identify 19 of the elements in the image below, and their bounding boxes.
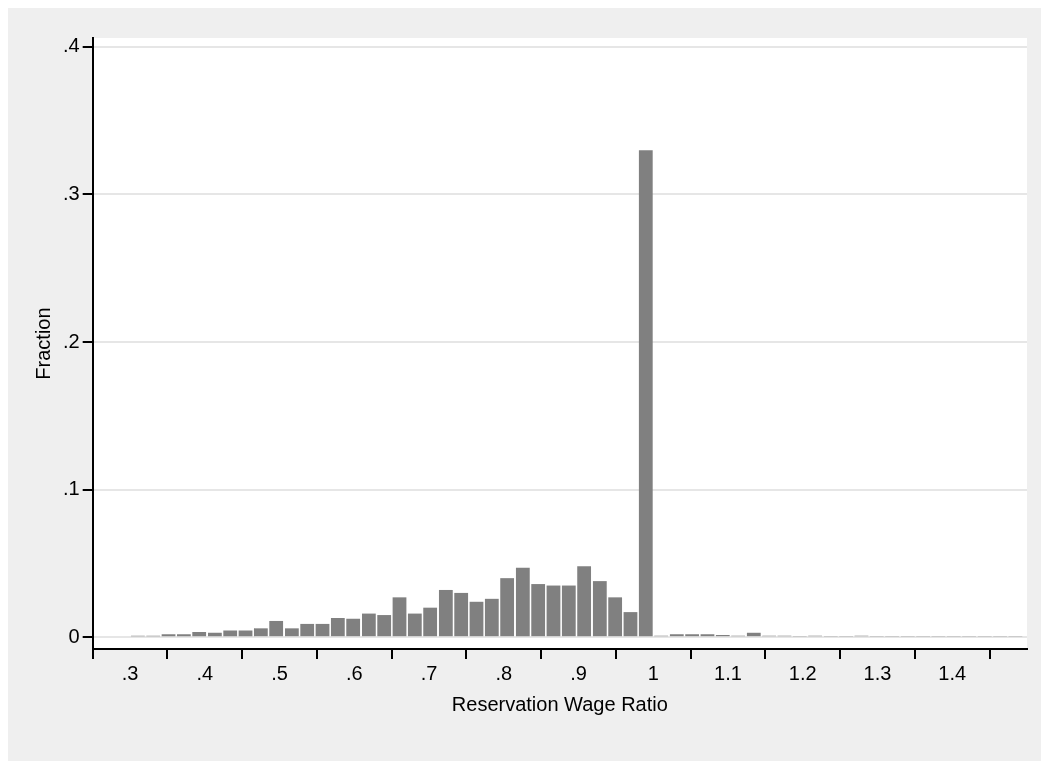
x-tick-label: 1.3 xyxy=(863,661,892,684)
y-axis-title: Fraction xyxy=(31,307,54,380)
x-tick-label: 1.4 xyxy=(938,661,967,684)
y-tick-label: .1 xyxy=(62,477,80,500)
y-tick-label: .3 xyxy=(62,181,80,204)
y-tick-label: .2 xyxy=(62,329,80,352)
x-tick-label: .9 xyxy=(570,661,587,684)
x-tick-label: 1 xyxy=(647,661,659,684)
y-tick-label: 0 xyxy=(68,624,80,647)
x-tick-label: 1.2 xyxy=(788,661,817,684)
x-tick-label: .3 xyxy=(121,661,139,684)
x-axis-title: Reservation Wage Ratio xyxy=(451,692,668,715)
y-tick-label: .4 xyxy=(62,34,80,57)
x-tick-label: .4 xyxy=(196,661,214,684)
x-tick-label: .6 xyxy=(345,661,363,684)
x-tick-label: .8 xyxy=(495,661,513,684)
x-tick-label: 1.1 xyxy=(714,661,742,684)
x-tick-label: .7 xyxy=(420,661,438,684)
x-tick-label: .5 xyxy=(271,661,288,684)
